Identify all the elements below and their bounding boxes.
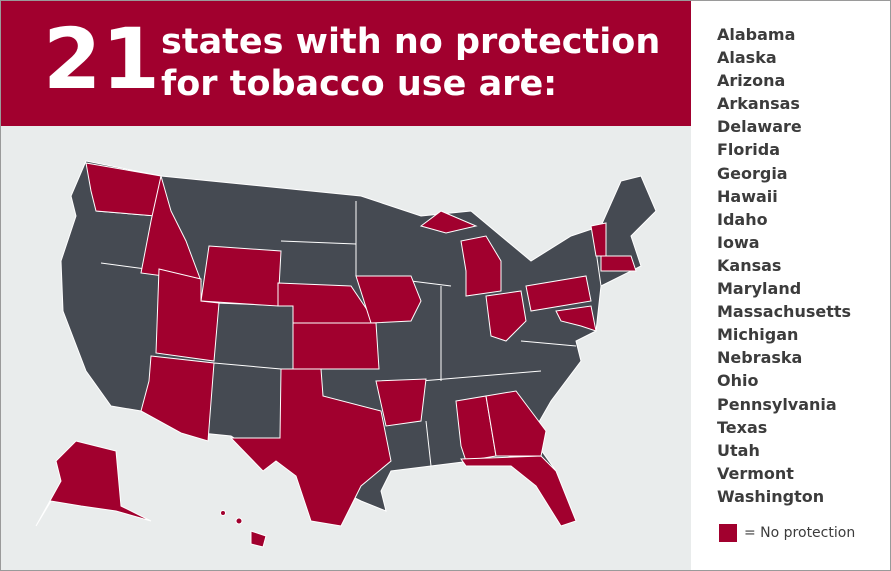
state-list: Alabama Alaska Arizona Arkansas Delaware Flor… bbox=[717, 23, 851, 508]
state-name: Ohio bbox=[717, 371, 759, 391]
state bbox=[485, 290, 527, 342]
state-name: Arizona bbox=[717, 71, 786, 91]
legend-label: = No protection bbox=[744, 525, 856, 541]
count: 21 bbox=[43, 10, 160, 108]
state-name: Florida bbox=[717, 140, 781, 160]
state bbox=[555, 305, 597, 332]
title-line: for tobacco use are: bbox=[161, 64, 558, 104]
state-name: Nebraska bbox=[717, 348, 803, 368]
state bbox=[35, 440, 152, 527]
state-borders bbox=[95, 201, 602, 467]
island bbox=[220, 510, 226, 516]
header: 21 states with no protection for tobacco… bbox=[1, 1, 691, 126]
us-map bbox=[35, 160, 657, 548]
state bbox=[250, 530, 267, 548]
state bbox=[85, 162, 162, 217]
state bbox=[140, 355, 215, 442]
state-name: Delaware bbox=[717, 117, 802, 137]
state-name: Washington bbox=[717, 486, 825, 506]
state-name: Iowa bbox=[717, 232, 760, 252]
title-line: states with no protection bbox=[161, 22, 661, 62]
state-name: Pennsylvania bbox=[717, 394, 837, 414]
state-name: Maryland bbox=[717, 279, 802, 299]
title: states with no protection for tobacco us… bbox=[161, 21, 660, 105]
state bbox=[419, 210, 478, 234]
state-name: Hawaii bbox=[717, 186, 778, 206]
island bbox=[235, 517, 243, 525]
state-name: Alaska bbox=[717, 48, 777, 68]
no-protection-states bbox=[35, 162, 637, 548]
state-name: Arkansas bbox=[717, 94, 800, 114]
state-name: Alabama bbox=[717, 25, 796, 44]
legend: = No protection bbox=[719, 524, 855, 542]
state bbox=[229, 368, 392, 527]
state bbox=[460, 235, 502, 297]
state-name: Massachusetts bbox=[717, 302, 852, 322]
state bbox=[460, 455, 577, 527]
state-name: Idaho bbox=[717, 209, 768, 229]
legend-swatch bbox=[719, 524, 737, 542]
state-name: Michigan bbox=[717, 325, 799, 345]
state-name: Georgia bbox=[717, 163, 788, 183]
state bbox=[200, 245, 282, 307]
state bbox=[600, 255, 637, 272]
state bbox=[485, 390, 547, 457]
state-name: Utah bbox=[717, 440, 760, 460]
state-name: Texas bbox=[717, 417, 768, 437]
state bbox=[355, 275, 422, 324]
state bbox=[155, 268, 220, 362]
state-name: Vermont bbox=[717, 463, 794, 483]
state bbox=[525, 275, 592, 312]
state bbox=[292, 322, 380, 370]
state bbox=[375, 378, 427, 427]
state-name: Kansas bbox=[717, 255, 782, 275]
